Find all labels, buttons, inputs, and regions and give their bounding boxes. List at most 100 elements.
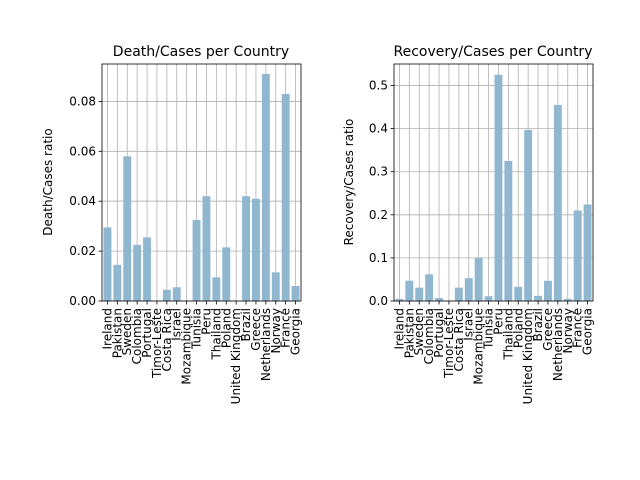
y-tick-label: 0.1 bbox=[369, 251, 388, 265]
x-tick-label: Timor-Leste bbox=[442, 308, 456, 379]
bar bbox=[202, 196, 211, 301]
bar bbox=[474, 257, 483, 301]
bar bbox=[133, 244, 142, 301]
bar bbox=[464, 278, 473, 301]
bar bbox=[261, 73, 270, 302]
y-tick-label: 0.3 bbox=[369, 165, 388, 179]
x-tick-label: Israel bbox=[462, 308, 476, 341]
y-axis-label: Death/Cases ratio bbox=[41, 128, 55, 235]
bar bbox=[454, 287, 463, 301]
bar bbox=[563, 298, 572, 301]
bar bbox=[504, 160, 513, 301]
x-tick-label: Poland bbox=[511, 308, 525, 348]
x-tick-label: Portugal bbox=[140, 308, 154, 358]
bar bbox=[242, 196, 251, 301]
bar bbox=[192, 219, 201, 301]
bar bbox=[405, 280, 414, 301]
x-tick-label: Sweden bbox=[412, 308, 426, 355]
bar bbox=[583, 204, 592, 301]
x-tick-label: Poland bbox=[219, 308, 233, 348]
x-tick-label: Georgia bbox=[289, 308, 303, 355]
x-tick-label: Norway bbox=[561, 308, 575, 354]
bar bbox=[484, 296, 493, 301]
x-tick-label: Pakistan bbox=[402, 308, 416, 358]
x-tick-label: Peru bbox=[491, 308, 505, 335]
x-tick-label: Costa Rica bbox=[452, 308, 466, 371]
y-tick-label: 0.06 bbox=[69, 144, 96, 158]
x-tick-label: Sweden bbox=[120, 308, 134, 355]
bar bbox=[543, 280, 552, 301]
bar bbox=[251, 198, 260, 301]
bar bbox=[271, 272, 280, 301]
x-tick-label: Ireland bbox=[392, 308, 406, 350]
x-tick-label: Tunisia bbox=[482, 308, 496, 350]
x-tick-label: Colombia bbox=[130, 308, 144, 364]
x-tick-label: Israel bbox=[170, 308, 184, 341]
y-tick-label: 0.0 bbox=[369, 294, 388, 308]
bar bbox=[415, 287, 424, 301]
bar bbox=[395, 298, 404, 301]
axes-frame bbox=[393, 63, 594, 302]
y-tick-label: 0.2 bbox=[369, 208, 388, 222]
x-tick-label: Colombia bbox=[422, 308, 436, 364]
bar bbox=[524, 129, 533, 301]
bar bbox=[172, 287, 181, 301]
bar bbox=[222, 247, 231, 301]
bar bbox=[573, 210, 582, 301]
bars bbox=[395, 74, 592, 301]
bars bbox=[103, 73, 300, 302]
x-tick-label: Norway bbox=[269, 308, 283, 354]
x-tick-label: Netherlands bbox=[259, 308, 273, 381]
bar bbox=[425, 274, 434, 301]
bar bbox=[162, 289, 171, 301]
y-tick-label: 0.5 bbox=[369, 79, 388, 93]
x-tick-label: Thailand bbox=[209, 308, 223, 361]
bar bbox=[553, 104, 562, 301]
y-axis-label: Recovery/Cases ratio bbox=[342, 119, 356, 246]
x-tick-label: Portugal bbox=[432, 308, 446, 358]
bar bbox=[494, 74, 503, 301]
bar bbox=[103, 227, 112, 301]
bar bbox=[534, 295, 543, 301]
x-tick-label: Costa Rica bbox=[160, 308, 174, 371]
recovery-cases-chart: Recovery/Cases per Country Recovery/Case… bbox=[342, 44, 595, 404]
x-tick-label: Thailand bbox=[501, 308, 515, 361]
y-ticks: 0.0 0.1 0.2 0.3 0.4 0.5 bbox=[369, 79, 394, 308]
y-tick-label: 0.02 bbox=[69, 244, 96, 258]
x-tick-label: Brazil bbox=[239, 308, 253, 342]
x-tick-label: Mozambique bbox=[180, 308, 194, 385]
bar bbox=[212, 277, 221, 301]
x-tick-label: Brazil bbox=[531, 308, 545, 342]
x-ticks: IrelandPakistanSwedenColombiaPortugalTim… bbox=[100, 301, 303, 404]
x-tick-label: Tunisia bbox=[190, 308, 204, 350]
x-tick-label: United Kingdom bbox=[229, 308, 243, 404]
axes-frame bbox=[101, 63, 302, 302]
bar bbox=[514, 286, 523, 301]
bar bbox=[143, 237, 152, 301]
death-cases-chart: Death/Cases per Country Death/Cases rati… bbox=[41, 44, 303, 404]
bar bbox=[291, 286, 300, 301]
y-tick-label: 0.08 bbox=[69, 94, 96, 108]
x-tick-label: Ireland bbox=[100, 308, 114, 350]
x-tick-label: Timor-Leste bbox=[150, 308, 164, 379]
chart-title: Death/Cases per Country bbox=[113, 44, 289, 60]
x-tick-label: United Kingdom bbox=[521, 308, 535, 404]
y-tick-label: 0.04 bbox=[69, 194, 96, 208]
bar bbox=[123, 156, 132, 301]
y-tick-label: 0.00 bbox=[69, 294, 96, 308]
bar bbox=[281, 93, 290, 301]
x-tick-label: Mozambique bbox=[472, 308, 486, 385]
x-tick-label: Greece bbox=[541, 308, 555, 351]
x-tick-label: Georgia bbox=[581, 308, 595, 355]
x-tick-label: France bbox=[279, 308, 293, 348]
chart-title: Recovery/Cases per Country bbox=[394, 44, 593, 60]
x-ticks: IrelandPakistanSwedenColombiaPortugalTim… bbox=[392, 301, 595, 404]
x-tick-label: Greece bbox=[249, 308, 263, 351]
x-tick-label: France bbox=[571, 308, 585, 348]
y-tick-label: 0.4 bbox=[369, 122, 388, 136]
x-tick-label: Pakistan bbox=[110, 308, 124, 358]
x-tick-label: Netherlands bbox=[551, 308, 565, 381]
y-ticks: 0.00 0.02 0.04 0.06 0.08 bbox=[69, 94, 102, 308]
